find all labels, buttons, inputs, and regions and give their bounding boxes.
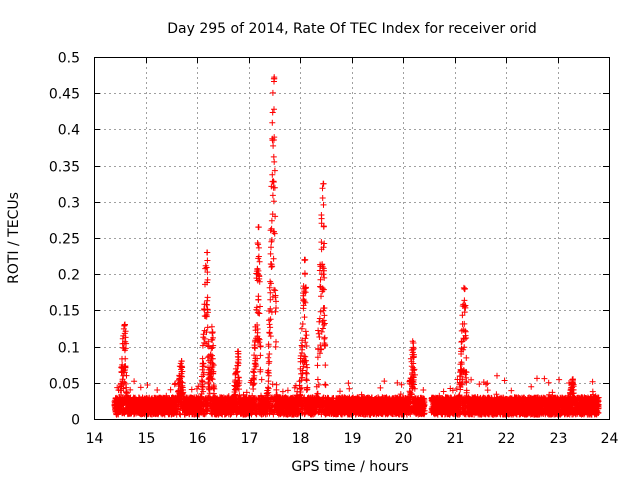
data-point bbox=[118, 382, 125, 389]
data-point bbox=[303, 343, 310, 349]
data-point bbox=[271, 184, 278, 191]
data-point bbox=[267, 333, 274, 340]
data-point bbox=[255, 244, 262, 251]
data-point bbox=[176, 410, 183, 417]
data-point bbox=[144, 382, 151, 388]
data-point bbox=[270, 142, 277, 149]
data-point bbox=[208, 323, 215, 330]
data-point bbox=[167, 386, 174, 393]
data-point bbox=[273, 386, 280, 393]
data-point bbox=[266, 321, 273, 328]
data-point bbox=[314, 376, 321, 383]
data-point bbox=[381, 378, 388, 385]
data-point bbox=[180, 389, 187, 396]
data-point bbox=[123, 372, 130, 379]
data-point bbox=[284, 387, 291, 394]
data-point bbox=[303, 377, 310, 384]
data-point bbox=[322, 381, 329, 388]
data-point bbox=[346, 385, 353, 392]
data-point bbox=[314, 362, 321, 369]
data-point bbox=[279, 388, 286, 395]
data-point bbox=[257, 352, 264, 359]
data-point bbox=[257, 303, 263, 310]
data-point bbox=[440, 388, 447, 395]
data-point bbox=[322, 382, 329, 389]
grid bbox=[94, 57, 609, 419]
data-point bbox=[267, 250, 274, 257]
data-point bbox=[318, 215, 325, 222]
data-point bbox=[188, 386, 195, 393]
data-point bbox=[319, 185, 326, 192]
data-point bbox=[273, 338, 279, 345]
data-point bbox=[337, 388, 343, 395]
data-point bbox=[268, 244, 274, 251]
data-point bbox=[258, 376, 265, 383]
data-point bbox=[127, 386, 134, 393]
data-point bbox=[299, 321, 306, 327]
data-point bbox=[266, 330, 273, 337]
data-point bbox=[303, 370, 310, 377]
data-point bbox=[265, 384, 271, 391]
data-point bbox=[321, 312, 328, 319]
data-point bbox=[250, 369, 257, 376]
data-point bbox=[268, 217, 275, 224]
data-point bbox=[463, 354, 470, 361]
data-point bbox=[322, 362, 329, 369]
data-point bbox=[377, 384, 384, 391]
data-point bbox=[269, 109, 276, 116]
data-point bbox=[204, 257, 211, 264]
data-point bbox=[269, 192, 276, 199]
data-point bbox=[420, 387, 427, 393]
data-point bbox=[322, 342, 329, 349]
data-point bbox=[137, 384, 144, 391]
data-points bbox=[111, 74, 602, 418]
data-point bbox=[319, 195, 326, 201]
data-point bbox=[273, 305, 279, 311]
data-point bbox=[265, 354, 272, 361]
data-point bbox=[252, 345, 258, 352]
data-point bbox=[304, 364, 311, 371]
data-point bbox=[321, 321, 327, 328]
data-point bbox=[303, 332, 310, 339]
data-point bbox=[318, 293, 324, 300]
data-point bbox=[321, 305, 328, 311]
data-point bbox=[270, 255, 277, 262]
data-point bbox=[120, 385, 127, 392]
data-point bbox=[119, 376, 126, 383]
data-point bbox=[345, 380, 352, 387]
data-point bbox=[131, 378, 138, 385]
data-point bbox=[321, 240, 328, 247]
data-point bbox=[267, 324, 274, 331]
data-point bbox=[273, 381, 280, 388]
data-point bbox=[273, 298, 279, 305]
data-point bbox=[269, 89, 276, 96]
data-point bbox=[266, 351, 273, 357]
data-point bbox=[269, 119, 276, 126]
data-point bbox=[251, 352, 258, 359]
data-point bbox=[321, 334, 328, 341]
data-point bbox=[271, 158, 278, 165]
data-point bbox=[154, 387, 161, 393]
